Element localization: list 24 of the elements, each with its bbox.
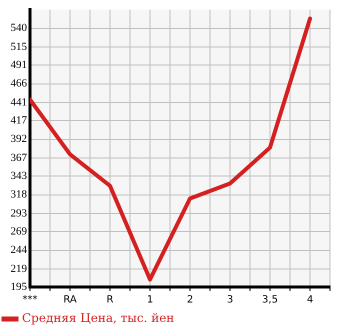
y-tick-label: 293: [10, 207, 28, 220]
y-tick-label: 367: [10, 152, 28, 164]
y-tick-label: 343: [10, 170, 28, 182]
x-tick-label: 3,5: [262, 294, 278, 306]
x-tick-label: 3: [226, 294, 234, 306]
y-tick-label: 441: [10, 96, 27, 108]
y-tick-label: 417: [10, 114, 28, 126]
y-tick-label: 219: [10, 262, 28, 275]
x-tick-label: 1: [146, 294, 154, 306]
y-tick-label: 466: [10, 78, 28, 90]
x-tick-label: 2: [186, 294, 194, 306]
y-tick-label: 515: [10, 40, 28, 53]
x-tick-label: 4: [306, 294, 314, 306]
y-tick-label: 540: [10, 22, 28, 34]
y-tick-label: 392: [10, 133, 27, 146]
x-tick-label: ***: [22, 294, 38, 306]
legend-label: Средняя Цена, тыс. йен: [22, 311, 174, 326]
y-tick-label: 244: [10, 244, 28, 256]
x-tick-label: R: [106, 294, 114, 306]
y-tick-label: 195: [10, 280, 28, 293]
y-tick-label: 491: [10, 58, 27, 71]
y-tick-label: 269: [10, 225, 28, 238]
y-tick-label: 318: [10, 188, 28, 201]
x-tick-label: RA: [63, 294, 77, 306]
